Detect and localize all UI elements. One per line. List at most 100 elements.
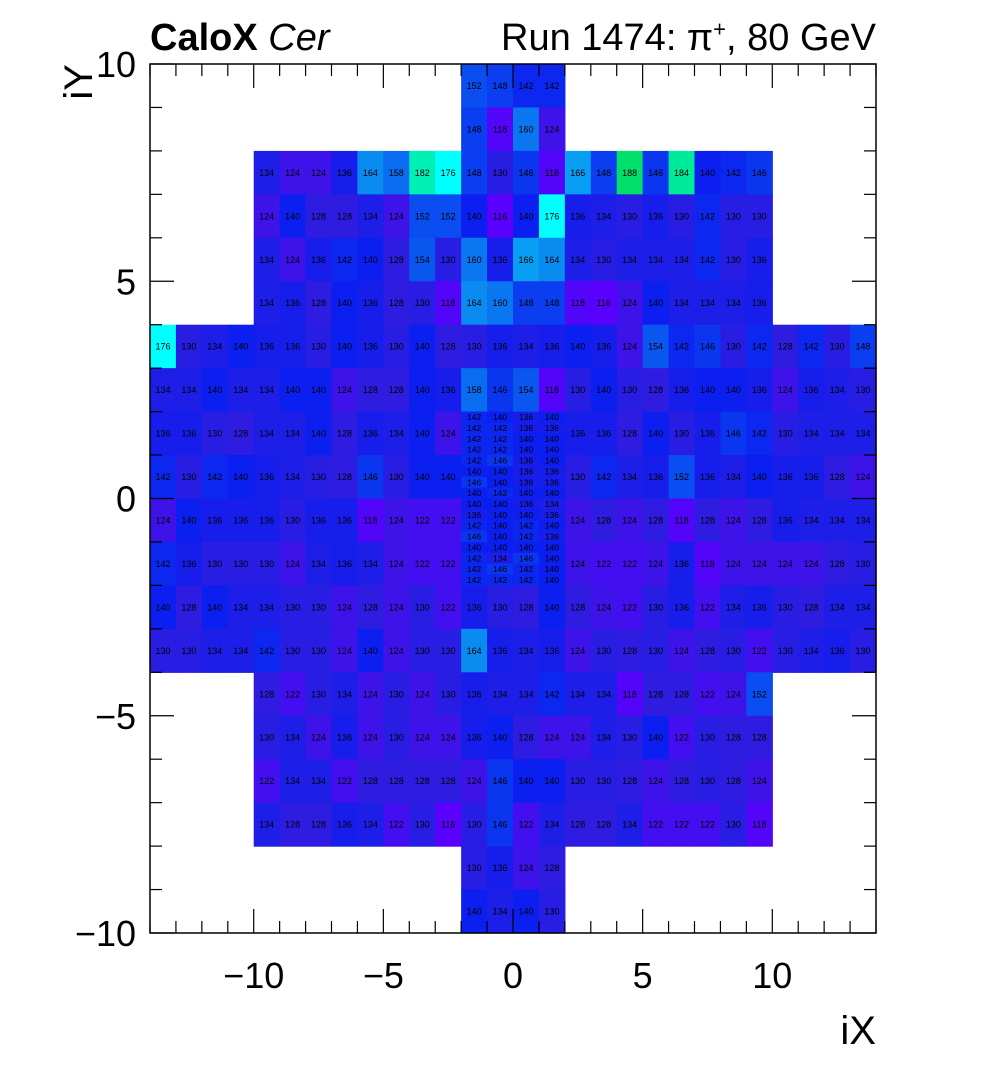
heatmap-cell — [616, 585, 644, 630]
heatmap-cell — [538, 368, 566, 413]
heatmap-cell — [383, 628, 410, 673]
heatmap-cell-value: 128 — [830, 559, 845, 569]
heatmap-cell-value: 124 — [415, 733, 430, 743]
heatmap-cell — [564, 194, 592, 239]
heatmap-cell — [383, 150, 410, 195]
heatmap-cell-value: 136 — [337, 515, 352, 525]
heatmap-cell — [331, 802, 359, 847]
heatmap-cell — [590, 759, 618, 804]
heatmap-cell — [850, 628, 877, 673]
heatmap-cell — [253, 281, 281, 326]
heatmap-cell-value: 124 — [518, 863, 533, 873]
heatmap-fine-cell-value: 142 — [467, 434, 481, 444]
heatmap-fine-cell-value: 136 — [519, 412, 533, 422]
heatmap-cell — [720, 759, 747, 804]
heatmap-cell-value: 140 — [441, 472, 456, 482]
heatmap-fine-cell — [538, 498, 566, 510]
heatmap-cell-value: 140 — [233, 472, 248, 482]
heatmap-cell — [409, 541, 436, 586]
heatmap-cell-value: 140 — [518, 907, 533, 917]
heatmap-fine-cell-value: 140 — [519, 510, 533, 520]
heatmap-cell-value: 140 — [752, 472, 767, 482]
heatmap-cell-value: 130 — [311, 472, 326, 482]
heatmap-cell-value: 134 — [233, 602, 248, 612]
heatmap-cell-value: 128 — [363, 602, 378, 612]
heatmap-cell — [564, 411, 592, 456]
heatmap-cell-value: 130 — [674, 211, 689, 221]
heatmap-cell — [616, 498, 644, 543]
heatmap-fine-cell — [461, 487, 488, 500]
heatmap-cell-value: 164 — [363, 168, 378, 178]
heatmap-cell — [720, 585, 747, 630]
heatmap-cell-value: 124 — [155, 515, 170, 525]
heatmap-cell-value: 130 — [467, 342, 482, 352]
heatmap-fine-cell — [487, 455, 514, 467]
y-tick-label: 5 — [116, 261, 136, 302]
heatmap-cell — [487, 759, 514, 804]
x-tick-label: 10 — [752, 955, 792, 996]
heatmap-cell-value: 134 — [493, 689, 508, 699]
heatmap-cell — [513, 368, 540, 413]
heatmap-cell-value: 140 — [700, 168, 715, 178]
heatmap-cell — [305, 672, 333, 717]
heatmap-cell — [227, 541, 255, 586]
heatmap-cell-value: 140 — [337, 342, 352, 352]
heatmap-cell-value: 124 — [752, 559, 767, 569]
heatmap-cell — [383, 541, 410, 586]
heatmap-cell — [175, 324, 203, 369]
heatmap-cell-value: 148 — [544, 298, 559, 308]
heatmap-cell — [487, 715, 514, 760]
heatmap-fine-cell-value: 140 — [493, 499, 507, 509]
heatmap-cell-value: 130 — [570, 776, 585, 786]
heatmap-cell-value: 124 — [441, 429, 456, 439]
heatmap-cell — [850, 368, 877, 413]
heatmap-cell-value: 128 — [752, 515, 767, 525]
heatmap-fine-cell-value: 140 — [545, 412, 559, 422]
axis-tick-labels: −10 −5 0 5 10 −10 −5 0 5 10 — [75, 44, 792, 996]
heatmap-cell — [435, 281, 462, 326]
heatmap-fine-cell-value: 140 — [519, 445, 533, 455]
heatmap-cell-value: 134 — [337, 689, 352, 699]
heatmap-cell — [253, 759, 281, 804]
heatmap-cell-value: 116 — [441, 820, 455, 830]
heatmap-cell-value: 124 — [544, 124, 559, 134]
heatmap-cell — [642, 715, 670, 760]
heatmap-cell — [357, 324, 384, 369]
heatmap-cell — [668, 455, 696, 500]
heatmap-cell — [720, 628, 747, 673]
heatmap-cell — [383, 194, 410, 239]
heatmap-cell-value: 136 — [570, 211, 585, 221]
heatmap-cell-value: 130 — [622, 733, 637, 743]
heatmap-cell-value: 134 — [363, 820, 378, 830]
heatmap-fine-cell-value: 136 — [519, 456, 533, 466]
heatmap-cell — [357, 150, 384, 195]
heatmap-fine-cell-value: 140 — [493, 412, 507, 422]
heatmap-cell-value: 128 — [363, 385, 378, 395]
heatmap-cell-value: 134 — [830, 385, 845, 395]
heatmap-cell-value: 134 — [259, 385, 274, 395]
heatmap-cell — [564, 150, 592, 195]
heatmap-cell — [590, 541, 618, 586]
heatmap-cell-value: 130 — [596, 646, 611, 656]
heatmap-cell-value: 134 — [726, 472, 741, 482]
heatmap-fine-cell-value: 146 — [493, 564, 507, 574]
heatmap-cell-value: 134 — [207, 646, 222, 656]
heatmap-cell-value: 134 — [674, 298, 689, 308]
heatmap-cell — [513, 237, 540, 282]
heatmap-cell-value: 136 — [648, 211, 663, 221]
heatmap-fine-cell-value: 140 — [493, 466, 507, 476]
heatmap-cell — [590, 715, 618, 760]
heatmap-fine-cell — [487, 552, 514, 565]
heatmap-cell-value: 128 — [700, 515, 715, 525]
heatmap-cell — [590, 498, 618, 543]
heatmap-cell-value: 142 — [155, 472, 170, 482]
heatmap-cell — [668, 281, 696, 326]
heatmap-cell — [253, 324, 281, 369]
heatmap-cell-value: 146 — [726, 429, 741, 439]
heatmap-cell — [616, 672, 644, 717]
heatmap-cell — [279, 759, 307, 804]
heatmap-cell — [409, 194, 436, 239]
heatmap-cell — [331, 411, 359, 456]
heatmap-cell — [305, 498, 333, 543]
heatmap-cell — [305, 411, 333, 456]
